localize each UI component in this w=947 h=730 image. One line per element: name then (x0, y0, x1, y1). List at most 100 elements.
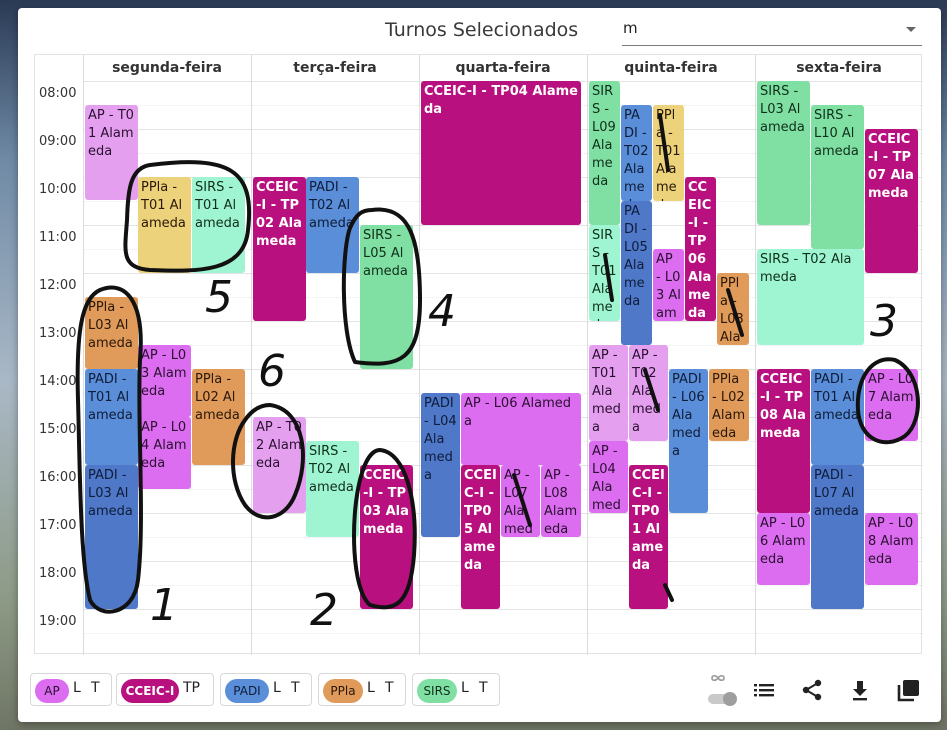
time-label: 10:00 (39, 182, 77, 197)
time-label: 12:00 (39, 278, 77, 293)
grid-line (83, 273, 923, 274)
legend-item-padi[interactable]: PADI L T (220, 673, 312, 706)
legend-item-ppla[interactable]: PPla L T (318, 673, 406, 706)
day-header-tuesday: terça-feira (293, 60, 377, 76)
event-block[interactable]: PPla - L03 Alameda (85, 297, 138, 369)
time-label: 14:00 (39, 374, 77, 389)
download-icon[interactable] (846, 676, 874, 704)
legend-type[interactable]: L (73, 680, 81, 696)
legend-type[interactable]: T (291, 680, 300, 696)
grid-line (83, 249, 923, 250)
day-header-monday: segunda-feira (112, 60, 222, 76)
page-title: Turnos Selecionados (385, 19, 579, 41)
legend-item-cceic[interactable]: CCEIC-I TP (116, 673, 214, 706)
event-block[interactable]: CCEIC-I - TP07 Alameda (865, 129, 918, 273)
event-block[interactable]: AP - T01 Alameda (85, 105, 138, 200)
event-block[interactable]: CCEIC-I - TP01 Alameda (629, 465, 668, 609)
event-block[interactable]: AP - L06 Alameda (461, 393, 581, 465)
time-label: 11:00 (39, 230, 77, 245)
event-block[interactable]: PPla - L02 Alameda (709, 369, 749, 441)
infinity-toggle-icon[interactable] (706, 668, 738, 708)
legend-type[interactable]: T (91, 680, 100, 696)
event-block[interactable]: AP - L03 Alameda (653, 249, 684, 321)
time-label: 16:00 (39, 470, 77, 485)
column-divider (251, 55, 252, 655)
event-block[interactable]: PADI - L05 Alameda (621, 201, 652, 345)
day-header-thursday: quinta-feira (624, 60, 718, 76)
legend-type[interactable]: L (461, 680, 469, 696)
grid-line (83, 537, 923, 538)
legend-chip: CCEIC-I (121, 679, 179, 703)
legend-type[interactable]: L (367, 680, 375, 696)
time-label: 08:00 (39, 86, 77, 101)
grid-line (83, 321, 923, 322)
legend-type[interactable]: T (479, 680, 488, 696)
event-block[interactable]: PPla - L02 Alameda (192, 369, 245, 465)
event-block[interactable]: CCEIC-I - TP03 Alameda (360, 465, 413, 609)
event-block[interactable]: AP - T02 Alameda (253, 417, 306, 513)
legend-chip: AP (35, 679, 69, 703)
selection-value: m (623, 19, 638, 37)
event-block[interactable]: SIRS - L10 Alameda (811, 105, 864, 249)
event-block[interactable]: SIRS - L05 Alameda (360, 225, 413, 369)
event-block[interactable]: PADI - T02 Alameda (306, 177, 359, 273)
legend-chip: PPla (323, 679, 363, 703)
grid-line (83, 633, 923, 634)
legend-type[interactable]: L (273, 680, 281, 696)
column-divider (419, 55, 420, 655)
column-divider (755, 55, 756, 655)
legend-item-ap[interactable]: AP L T (30, 673, 112, 706)
event-block[interactable]: AP - L07 Alameda (865, 369, 918, 441)
event-block[interactable]: CCEIC-I - TP05 Alameda (461, 465, 500, 609)
event-block[interactable]: CCEIC-I - TP02 Alameda (253, 177, 306, 321)
event-block[interactable]: AP - L03 Alameda (138, 345, 191, 417)
column-divider (83, 55, 84, 655)
event-block[interactable]: PADI - T01 Alameda (85, 369, 138, 465)
event-block[interactable]: SIRS - L03 Alameda (757, 81, 810, 225)
grid-line (83, 369, 923, 370)
event-block[interactable]: SIRS - T01 Alameda (192, 177, 245, 273)
chevron-down-icon (906, 27, 916, 32)
event-block[interactable]: CCEIC-I - TP08 Alameda (757, 369, 810, 513)
event-block[interactable]: PADI - T02 Alameda (621, 105, 652, 201)
event-block[interactable]: PADI - T01 Alameda (811, 369, 864, 465)
grid-line (83, 609, 923, 610)
event-block[interactable]: AP - T01 Alameda (589, 345, 628, 441)
selection-dropdown[interactable]: m (622, 14, 922, 46)
list-icon[interactable] (750, 676, 778, 704)
day-header-friday: sexta-feira (796, 60, 882, 76)
time-label: 18:00 (39, 566, 77, 581)
event-block[interactable]: SIRS - T02 Alameda (757, 249, 864, 345)
event-block[interactable]: PPla - T01 Alameda (653, 105, 684, 201)
event-block[interactable]: SIRS - T01 Alameda (589, 225, 620, 321)
event-block[interactable]: SIRS - T02 Alameda (306, 441, 359, 537)
event-block[interactable]: PADI - L03 Alameda (85, 465, 138, 609)
event-block[interactable]: PPla - L03 Alameda (717, 273, 749, 345)
event-block[interactable]: AP - L06 Alameda (757, 513, 810, 585)
event-block[interactable]: AP - L04 Alameda (138, 417, 191, 489)
legend-chip: SIRS (417, 679, 457, 703)
event-block[interactable]: AP - L08 Alameda (541, 465, 581, 537)
legend-type[interactable]: TP (183, 680, 200, 696)
event-block[interactable]: CCEIC-I - TP06 Alameda (685, 177, 716, 321)
event-block[interactable]: AP - T02 Alameda (629, 345, 668, 441)
event-block[interactable]: PADI - L04 Alameda (421, 393, 460, 537)
event-block[interactable]: PADI - L07 Alameda (811, 465, 864, 609)
event-block[interactable]: PADI - L06 Alameda (669, 369, 708, 513)
grid-line (83, 345, 923, 346)
event-block[interactable]: CCEIC-I - TP04 Alameda (421, 81, 581, 225)
event-block[interactable]: SIRS - L09 Alameda (589, 81, 620, 225)
time-label: 15:00 (39, 422, 77, 437)
grid-line (83, 585, 923, 586)
legend-type[interactable]: T (385, 680, 394, 696)
event-block[interactable]: AP - L07 Alameda (501, 465, 540, 537)
event-block[interactable]: PPla - T01 Alameda (138, 177, 191, 273)
grid-line (83, 225, 923, 226)
time-label: 17:00 (39, 518, 77, 533)
timetable-grid: segunda-feira terça-feira quarta-feira q… (34, 54, 923, 655)
event-block[interactable]: AP - L08 Alameda (865, 513, 918, 585)
share-icon[interactable] (798, 676, 826, 704)
legend-item-sirs[interactable]: SIRS L T (412, 673, 500, 706)
copy-icon[interactable] (894, 676, 922, 704)
event-block[interactable]: AP - L04 Alameda (589, 441, 628, 513)
